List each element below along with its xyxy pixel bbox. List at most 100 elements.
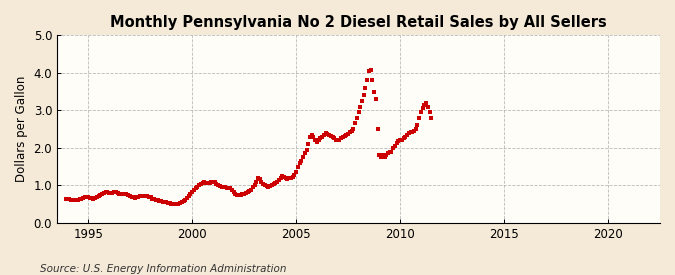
Point: [419, 103, 430, 107]
Point: [216, 185, 227, 189]
Point: [240, 191, 251, 195]
Point: [352, 116, 362, 120]
Point: [154, 199, 165, 203]
Point: [178, 199, 189, 203]
Point: [286, 176, 296, 180]
Point: [317, 134, 327, 139]
Point: [109, 190, 119, 194]
Point: [204, 181, 215, 185]
Point: [135, 194, 146, 198]
Point: [248, 185, 259, 189]
Point: [119, 192, 130, 197]
Point: [223, 186, 234, 190]
Point: [325, 134, 336, 138]
Point: [377, 153, 388, 158]
Point: [128, 195, 138, 200]
Point: [389, 144, 400, 148]
Point: [144, 194, 155, 199]
Point: [171, 202, 182, 206]
Point: [298, 155, 308, 160]
Point: [335, 136, 346, 141]
Point: [350, 121, 360, 126]
Point: [343, 131, 354, 136]
Point: [332, 138, 343, 142]
Point: [331, 138, 342, 142]
Point: [142, 194, 153, 198]
Point: [263, 184, 274, 189]
Point: [213, 182, 223, 187]
Point: [99, 191, 109, 195]
Point: [194, 182, 205, 187]
Point: [130, 196, 140, 200]
Point: [136, 193, 147, 198]
Point: [167, 202, 178, 206]
Point: [76, 196, 86, 201]
Point: [126, 194, 137, 199]
Point: [313, 138, 324, 142]
Point: [360, 86, 371, 90]
Point: [407, 130, 418, 134]
Point: [68, 198, 78, 202]
Point: [97, 192, 107, 196]
Point: [323, 133, 334, 137]
Point: [396, 138, 407, 142]
Point: [230, 191, 241, 196]
Point: [196, 181, 207, 186]
Point: [74, 197, 85, 202]
Point: [289, 173, 300, 177]
Point: [60, 196, 71, 201]
Point: [376, 155, 387, 160]
Point: [261, 184, 272, 188]
Point: [384, 150, 395, 155]
Point: [260, 183, 271, 188]
Point: [140, 193, 151, 198]
Point: [115, 192, 126, 197]
Point: [169, 202, 180, 206]
Point: [296, 159, 306, 163]
Point: [221, 185, 232, 190]
Point: [310, 138, 321, 142]
Point: [173, 202, 184, 206]
Point: [341, 133, 352, 137]
Point: [147, 196, 158, 201]
Point: [306, 133, 317, 137]
Point: [88, 196, 99, 201]
Point: [206, 179, 217, 184]
Point: [185, 191, 196, 196]
Point: [104, 191, 115, 195]
Point: [112, 191, 123, 195]
Point: [63, 197, 74, 202]
Point: [151, 197, 161, 202]
Point: [308, 134, 319, 139]
Point: [379, 155, 390, 160]
Point: [304, 134, 315, 139]
Point: [340, 134, 350, 138]
Point: [410, 127, 421, 131]
Point: [83, 195, 94, 200]
Point: [421, 101, 431, 105]
Point: [270, 181, 281, 185]
Point: [163, 201, 173, 205]
Point: [348, 127, 358, 131]
Point: [315, 136, 326, 141]
Point: [211, 181, 222, 186]
Point: [358, 93, 369, 98]
Point: [288, 175, 298, 179]
Point: [161, 200, 171, 204]
Point: [392, 141, 402, 145]
Point: [251, 179, 262, 184]
Point: [273, 178, 284, 182]
Point: [114, 191, 125, 196]
Point: [188, 188, 199, 192]
Point: [236, 192, 246, 197]
Point: [78, 196, 88, 200]
Point: [244, 189, 254, 194]
Point: [329, 136, 340, 141]
Point: [280, 176, 291, 180]
Point: [232, 192, 242, 197]
Point: [187, 190, 198, 194]
Point: [121, 192, 132, 197]
Point: [249, 183, 260, 188]
Point: [364, 69, 375, 73]
Point: [166, 202, 177, 206]
